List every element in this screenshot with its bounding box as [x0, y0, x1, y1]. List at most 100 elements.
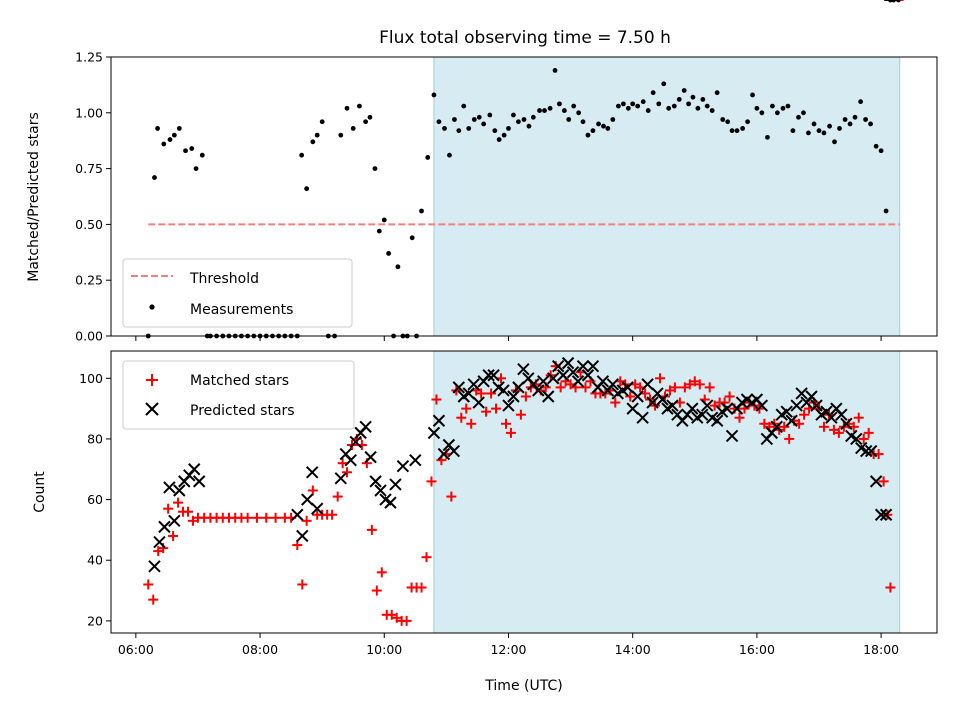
matched-star-point [466, 418, 477, 429]
measurement-point [571, 103, 577, 109]
matched-star-point [704, 382, 715, 393]
measurement-point [832, 139, 837, 145]
matched-star-point [163, 503, 174, 514]
predicted-star-point [168, 514, 181, 528]
measurement-point [729, 128, 735, 134]
measurement-point [471, 117, 477, 122]
top-legend: Threshold Measurements [122, 258, 353, 328]
matched-star-point [270, 512, 281, 523]
predicted-star-point [859, 444, 873, 458]
matched-star-point [885, 582, 896, 593]
matched-star-point [833, 427, 844, 438]
measurement-point [447, 152, 452, 158]
matched-star-point [421, 552, 432, 563]
predicted-star-point [636, 411, 649, 424]
predicted-star-point [874, 508, 888, 521]
matched-star-point [261, 512, 272, 523]
measurement-point [754, 105, 760, 111]
x-tick-label: 08:00 [242, 642, 278, 657]
matched-star-point [580, 382, 591, 393]
matched-star-point [371, 585, 382, 596]
measurement-point [338, 132, 344, 138]
measurement-point [661, 81, 667, 87]
measurement-point [770, 103, 775, 109]
bottom-legend-box [122, 360, 355, 430]
matched-star-point [168, 530, 179, 541]
predicted-star-point [364, 450, 377, 464]
predicted-star-point [825, 411, 838, 424]
bottom-axes-frame [110, 350, 938, 634]
predicted-star-point [696, 408, 709, 421]
legend-threshold-label: Threshold [189, 271, 259, 287]
legend-measurements-label: Measurements [190, 302, 293, 318]
bottom-y-axis: 20 40 60 80 100 [79, 371, 111, 628]
measurement-point [481, 121, 487, 127]
predicted-star-point [576, 359, 590, 373]
measurement-point [487, 112, 493, 118]
measurement-point [785, 103, 791, 109]
predicted-star-point [532, 384, 545, 397]
predicted-star-point [606, 378, 620, 391]
matched-star-point [376, 567, 387, 578]
top-legend-box [122, 258, 353, 328]
predicted-star-point [626, 402, 639, 415]
predicted-star-point [869, 475, 883, 488]
predicted-star-point [864, 444, 878, 458]
measurement-point [537, 108, 542, 113]
measurement-point [314, 132, 320, 138]
predicted-star-point [349, 435, 362, 449]
y-tick-label: 0.25 [75, 273, 103, 288]
measurement-point [167, 137, 173, 142]
predicted-star-point [389, 478, 402, 491]
predicted-star-point [725, 429, 739, 443]
matched-star-point [327, 509, 338, 520]
measurement-point [676, 97, 682, 102]
measurement-point [681, 88, 687, 93]
bottom-plot-area [143, 0, 904, 626]
measurement-point [842, 117, 848, 122]
matched-star-point [799, 409, 810, 420]
predicted-star-point [502, 399, 515, 412]
matched-star-point [242, 512, 253, 523]
matched-star-point [491, 403, 502, 414]
measurement-point [363, 119, 369, 125]
measurement-point [858, 99, 864, 105]
measurement-point [199, 152, 205, 158]
legend-predicted-label: Predicted stars [190, 403, 295, 419]
matched-star-point [431, 394, 442, 405]
measurement-point [576, 110, 582, 116]
observing-window-shade-bottom [433, 350, 901, 634]
predicted-star-point [631, 390, 644, 403]
predicted-star-point [656, 393, 669, 406]
measurement-point [310, 139, 316, 145]
predicted-star-point [359, 420, 372, 434]
matched-star-point [461, 403, 472, 414]
predicted-star-point [780, 405, 793, 418]
measurement-point [461, 103, 467, 109]
predicted-star-point [173, 484, 186, 497]
measurement-point [566, 117, 572, 122]
measurement-point [700, 97, 706, 102]
measurement-point [372, 166, 378, 172]
measurement-point [506, 126, 511, 131]
measurement-point [319, 119, 325, 125]
predicted-star-point [384, 496, 397, 509]
predicted-star-point [369, 475, 382, 488]
matched-star-point [818, 421, 829, 432]
matched-star-point [297, 579, 308, 590]
x-tick-label: 06:00 [118, 642, 154, 657]
predicted-star-point [755, 399, 769, 412]
predicted-star-point [301, 493, 314, 506]
predicted-star-point [710, 414, 724, 427]
x-axis-label: Time (UTC) [484, 678, 562, 694]
chart-title: Flux total observing time = 7.50 h [379, 28, 671, 48]
predicted-star-point [192, 475, 206, 488]
measurement-point [709, 108, 715, 113]
predicted-star-point [666, 399, 679, 412]
matched-star-point [173, 497, 184, 508]
predicted-star-point [452, 381, 465, 394]
measurement-point [425, 155, 431, 160]
measurement-point [357, 103, 362, 109]
measurement-point [521, 117, 527, 122]
